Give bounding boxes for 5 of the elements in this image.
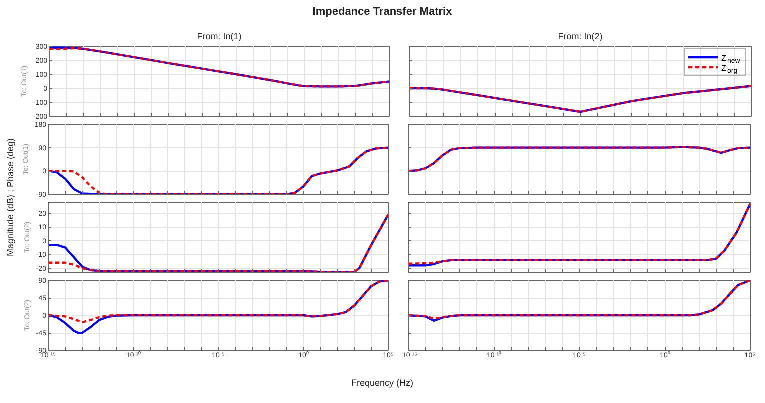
text: Magnitude (dB) ; Phase (deg)	[5, 138, 16, 257]
chart-subtitle: From: In(2)	[558, 32, 603, 42]
chart-subtitle: From: In(1)	[197, 32, 242, 42]
chart-title: Impedance Transfer Matrix	[312, 5, 452, 20]
x-axis-title: Frequency (Hz)	[351, 377, 414, 390]
